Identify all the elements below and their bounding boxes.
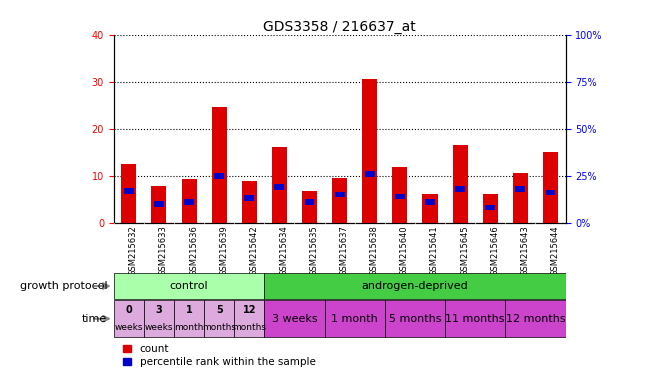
Bar <box>214 173 224 179</box>
Bar <box>305 199 315 205</box>
Text: 3: 3 <box>155 305 162 315</box>
Bar <box>272 147 287 223</box>
Text: GSM215640: GSM215640 <box>400 225 409 276</box>
Bar <box>515 186 525 192</box>
Bar <box>335 192 344 197</box>
Text: months: months <box>202 323 236 332</box>
Bar <box>204 300 234 337</box>
Text: GSM215644: GSM215644 <box>551 225 560 276</box>
Bar <box>365 171 374 177</box>
Text: GSM215636: GSM215636 <box>189 225 198 276</box>
Bar <box>184 199 194 205</box>
Text: control: control <box>170 281 209 291</box>
Bar <box>114 300 144 337</box>
Text: GSM215635: GSM215635 <box>309 225 318 276</box>
Text: androgen-deprived: androgen-deprived <box>361 281 468 291</box>
Bar <box>151 186 166 223</box>
Bar <box>543 152 558 223</box>
Text: weeks: weeks <box>114 323 143 332</box>
Text: 11 months: 11 months <box>445 314 505 324</box>
Bar <box>234 300 265 337</box>
Text: GSM215642: GSM215642 <box>250 225 258 276</box>
Text: 5 months: 5 months <box>389 314 441 324</box>
Bar <box>486 205 495 210</box>
Bar <box>154 201 164 207</box>
Bar <box>393 167 408 223</box>
Bar <box>114 273 265 299</box>
Text: GSM215646: GSM215646 <box>490 225 499 276</box>
Text: time: time <box>82 314 107 324</box>
Bar <box>244 195 254 201</box>
Bar <box>385 300 445 337</box>
Text: 5: 5 <box>216 305 222 315</box>
Bar <box>395 194 405 199</box>
Text: weeks: weeks <box>145 323 173 332</box>
Bar <box>242 181 257 223</box>
Text: 1 month: 1 month <box>332 314 378 324</box>
Bar <box>324 300 385 337</box>
Text: GSM215637: GSM215637 <box>340 225 348 276</box>
Bar <box>545 190 555 195</box>
Bar <box>174 300 204 337</box>
Bar <box>425 199 435 205</box>
Text: GSM215639: GSM215639 <box>219 225 228 276</box>
Bar <box>483 194 498 223</box>
Bar <box>513 173 528 223</box>
Bar <box>212 108 227 223</box>
Bar <box>265 273 566 299</box>
Text: 12 months: 12 months <box>506 314 566 324</box>
Text: GSM215632: GSM215632 <box>129 225 138 276</box>
Text: months: months <box>232 323 266 332</box>
Bar <box>265 300 324 337</box>
Bar <box>144 300 174 337</box>
Text: 3 weeks: 3 weeks <box>272 314 317 324</box>
Bar <box>332 178 347 223</box>
Text: GSM215643: GSM215643 <box>521 225 529 276</box>
Text: 1: 1 <box>186 305 192 315</box>
Bar <box>302 191 317 223</box>
Text: month: month <box>174 323 203 332</box>
Bar <box>422 194 437 223</box>
Bar <box>455 186 465 192</box>
Bar <box>362 79 377 223</box>
Text: GSM215645: GSM215645 <box>460 225 469 276</box>
Text: 12: 12 <box>242 305 256 315</box>
Text: GSM215633: GSM215633 <box>159 225 168 276</box>
Bar <box>124 188 134 194</box>
Bar <box>181 179 196 223</box>
Bar <box>445 300 505 337</box>
Text: growth protocol: growth protocol <box>20 281 107 291</box>
Bar <box>122 164 136 223</box>
Legend: count, percentile rank within the sample: count, percentile rank within the sample <box>119 340 320 371</box>
Title: GDS3358 / 216637_at: GDS3358 / 216637_at <box>263 20 416 33</box>
Bar <box>505 300 566 337</box>
Text: GSM215641: GSM215641 <box>430 225 439 276</box>
Bar <box>452 145 467 223</box>
Text: 0: 0 <box>125 305 132 315</box>
Bar <box>274 184 284 190</box>
Text: GSM215638: GSM215638 <box>370 225 379 276</box>
Text: GSM215634: GSM215634 <box>280 225 289 276</box>
